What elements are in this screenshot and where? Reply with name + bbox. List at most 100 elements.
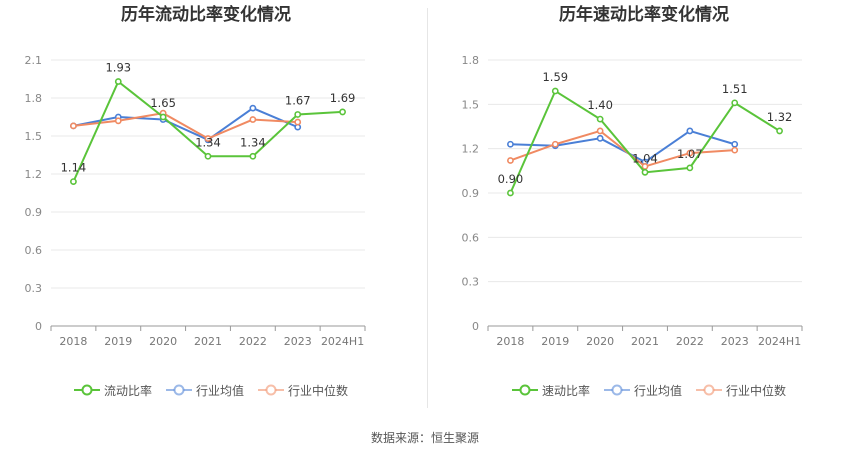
legend-label: 行业中位数 [288, 383, 349, 398]
data-point [294, 111, 302, 118]
data-point [507, 157, 514, 164]
data-point [596, 134, 604, 142]
y-tick-label: 2.1 [25, 54, 43, 67]
legend-label: 行业中位数 [726, 383, 787, 398]
legend-item[interactable]: 行业均值 [166, 382, 244, 399]
data-point [249, 152, 257, 160]
y-tick-label: 0.3 [25, 282, 43, 295]
data-label: 1.59 [542, 70, 568, 84]
legend-label: 速动比率 [542, 383, 591, 398]
y-tick-label: 0.3 [462, 276, 480, 289]
data-point [114, 117, 122, 125]
data-point [731, 140, 739, 148]
legend-item[interactable]: 行业中位数 [258, 382, 348, 399]
y-tick-label: 1.5 [25, 130, 43, 143]
x-tick-label: 2019 [104, 335, 132, 348]
data-point [70, 178, 77, 185]
data-point [686, 127, 694, 135]
data-point [731, 99, 739, 107]
data-label: 1.93 [105, 61, 131, 75]
data-point [641, 168, 649, 176]
legend-label: 行业均值 [634, 383, 683, 398]
data-point [249, 104, 257, 112]
x-tick-label: 2024H1 [321, 335, 364, 348]
legend-line-marker-icon [696, 384, 723, 396]
y-tick-label: 0.6 [25, 244, 43, 257]
data-label: 0.90 [498, 172, 524, 186]
legend-item[interactable]: 流动比率 [74, 382, 152, 399]
legend-current-ratio: 流动比率 行业均值 行业中位数 [74, 380, 348, 400]
legend-label: 流动比率 [104, 383, 153, 398]
x-tick-label: 2018 [496, 335, 524, 348]
chart-title: 历年流动比率变化情况 [121, 4, 291, 25]
data-point [339, 108, 346, 116]
legend-line-marker-icon [258, 384, 285, 396]
data-point [596, 115, 604, 123]
y-tick-label: 1.2 [25, 168, 43, 181]
x-tick-label: 2023 [284, 335, 312, 348]
data-point [70, 122, 77, 130]
data-label: 1.51 [722, 82, 748, 96]
y-tick-label: 0 [35, 320, 42, 333]
legend-quick-ratio: 速动比率 行业均值 行业中位数 [512, 380, 786, 400]
x-tick-label: 2023 [721, 335, 749, 348]
data-point [551, 140, 559, 148]
legend-item[interactable]: 速动比率 [512, 382, 590, 399]
legend-line-marker-icon [604, 384, 631, 396]
data-label: 1.69 [330, 91, 356, 105]
data-label: 1.34 [195, 135, 221, 149]
series-line-1 [510, 129, 735, 164]
x-tick-label: 2024H1 [758, 335, 801, 348]
data-point [204, 152, 212, 160]
data-point [507, 140, 514, 148]
x-tick-label: 2022 [239, 335, 267, 348]
legend-label: 行业均值 [196, 383, 245, 398]
y-tick-label: 0.9 [462, 187, 480, 200]
y-tick-label: 0.9 [25, 206, 43, 219]
chart-0: 历年流动比率变化情况 0 0.3 0.6 0.9 1.2 1.5 1.8 2.1 2018 2019… [25, 4, 366, 348]
series-line-2 [73, 112, 298, 140]
data-label: 1.34 [240, 135, 266, 149]
x-tick-label: 2022 [676, 335, 704, 348]
data-point [776, 127, 783, 135]
legend-line-marker-icon [512, 384, 538, 396]
data-point [249, 116, 257, 123]
data-point [294, 118, 302, 126]
data-point [159, 113, 167, 121]
data-point [596, 127, 604, 135]
x-tick-label: 2019 [541, 335, 569, 348]
data-point [731, 146, 739, 154]
data-label: 1.32 [767, 110, 793, 124]
x-tick-label: 2020 [149, 335, 177, 348]
y-tick-label: 0.6 [462, 231, 480, 244]
y-tick-label: 1.2 [462, 143, 480, 156]
data-label: 1.07 [677, 147, 703, 161]
data-label: 1.14 [61, 161, 87, 175]
chart-1: 历年速动比率变化情况 0 0.3 0.6 0.9 1.2 1.5 1.8 2018 2019 202… [462, 4, 803, 348]
data-label: 1.67 [285, 93, 311, 107]
panel-divider [427, 8, 428, 408]
data-point [114, 78, 122, 85]
data-source-note: 数据来源：恒生聚源 [370, 431, 479, 445]
data-point [686, 164, 694, 172]
x-tick-label: 2021 [631, 335, 659, 348]
legend-item[interactable]: 行业均值 [604, 382, 682, 399]
data-label: 1.04 [632, 151, 658, 165]
y-tick-label: 1.5 [462, 98, 480, 111]
y-tick-label: 0 [472, 320, 479, 333]
data-point [686, 149, 694, 157]
chart-title: 历年速动比率变化情况 [559, 4, 729, 25]
series-line-1 [73, 106, 299, 141]
series-line-0 [509, 89, 781, 194]
data-point [507, 189, 514, 197]
x-tick-label: 2018 [59, 335, 87, 348]
y-tick-label: 1.8 [25, 92, 43, 105]
series-line-2 [510, 129, 735, 168]
legend-line-marker-icon [74, 384, 100, 396]
legend-line-marker-icon [166, 384, 193, 396]
data-point [204, 135, 212, 142]
legend-item[interactable]: 行业中位数 [696, 382, 786, 399]
x-tick-label: 2020 [586, 335, 614, 348]
data-point [551, 87, 559, 95]
